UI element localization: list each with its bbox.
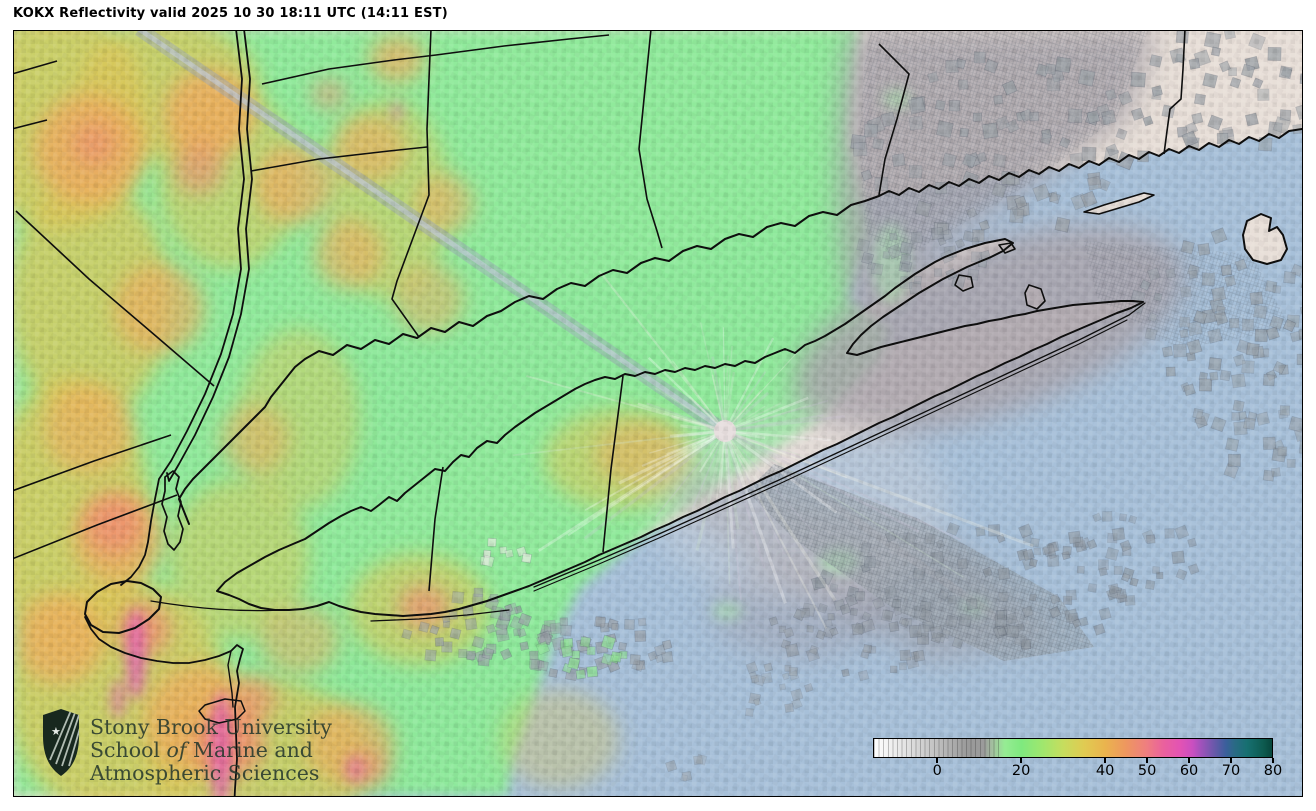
colorbar-tick-label: 70 bbox=[1221, 763, 1241, 779]
coastlines bbox=[84, 31, 1302, 796]
colorbar: 0 20 40 50 60 70 80 bbox=[873, 738, 1282, 783]
svg-text:★: ★ bbox=[51, 725, 61, 738]
colorbar-tick-mark bbox=[1104, 758, 1106, 763]
colorbar-tick-mark bbox=[936, 758, 938, 763]
colorbar-tick-mark bbox=[1230, 758, 1232, 763]
colorbar-discrete-bins bbox=[874, 739, 1002, 757]
radar-map bbox=[14, 31, 1302, 796]
colorbar-tick-label: 80 bbox=[1263, 763, 1283, 779]
attribution-line1: Stony Brook University bbox=[90, 715, 332, 739]
colorbar-tick-label: 50 bbox=[1137, 763, 1157, 779]
colorbar-tick-label: 60 bbox=[1179, 763, 1199, 779]
colorbar-tick-mark bbox=[1272, 758, 1274, 763]
colorbar-tick-mark bbox=[1188, 758, 1190, 763]
attribution-text: Stony Brook University School of Marine … bbox=[90, 716, 332, 785]
colorbar-tick-label: 0 bbox=[932, 763, 942, 779]
colorbar-gradient bbox=[873, 738, 1273, 758]
page-title: KOKX Reflectivity valid 2025 10 30 18:11… bbox=[13, 6, 448, 21]
radar-map-frame bbox=[13, 30, 1303, 797]
colorbar-tick-mark bbox=[1146, 758, 1148, 763]
attribution-line2: School of Marine and bbox=[90, 738, 313, 762]
attribution-line3: Atmospheric Sciences bbox=[90, 761, 320, 785]
colorbar-tick-label: 40 bbox=[1095, 763, 1115, 779]
colorbar-tick-mark bbox=[1020, 758, 1022, 763]
colorbar-tick-label: 20 bbox=[1011, 763, 1031, 779]
stony-brook-shield-icon: ★ bbox=[43, 709, 79, 776]
political-boundaries bbox=[14, 31, 1187, 592]
attribution-logo: ★ Stony Brook University School of Marin… bbox=[42, 708, 332, 785]
